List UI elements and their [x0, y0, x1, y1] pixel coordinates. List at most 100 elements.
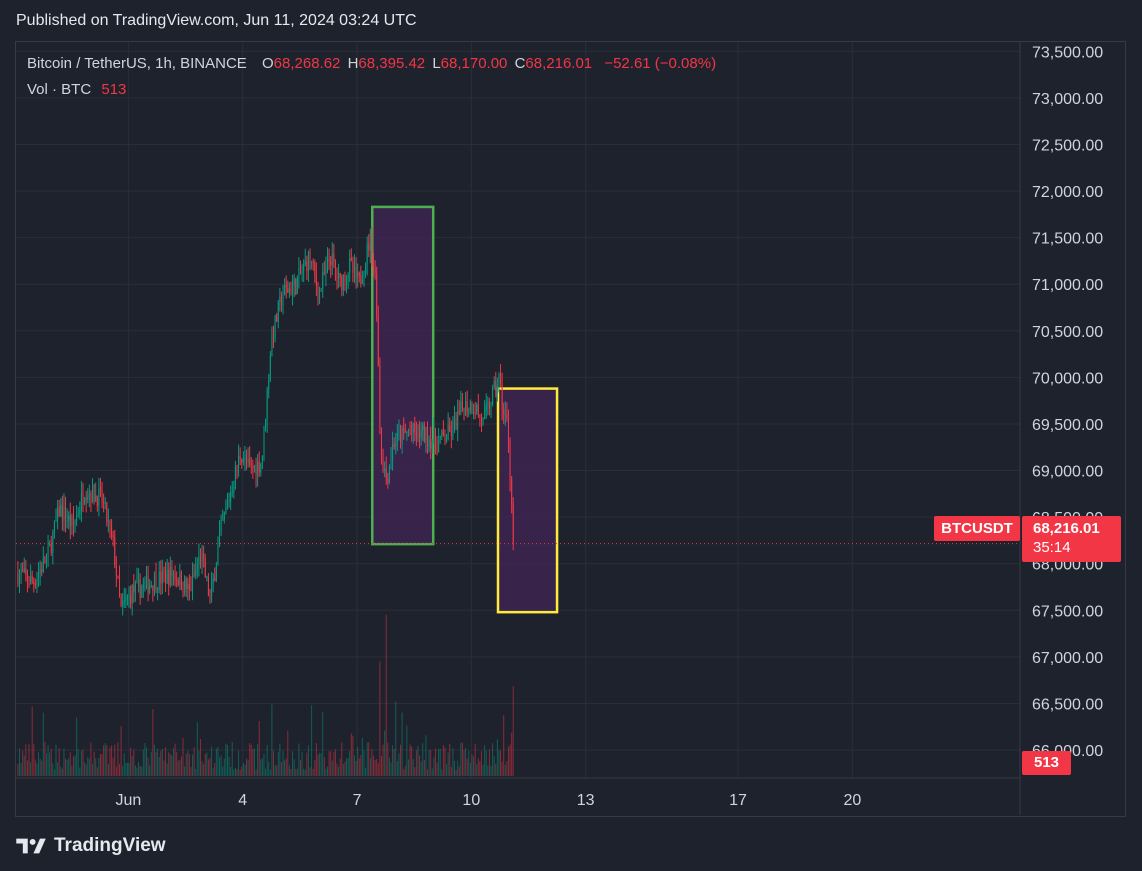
- candle-body: [368, 243, 370, 251]
- candle-body: [458, 410, 460, 413]
- candle-body: [436, 443, 438, 453]
- volume-bar: [99, 753, 101, 776]
- volume-bar: [74, 755, 76, 776]
- volume-bar: [368, 742, 370, 776]
- price-tick-label: 73,000.00: [1032, 91, 1103, 108]
- candle-body: [44, 557, 46, 563]
- candle-body: [226, 502, 228, 508]
- candle-body: [217, 546, 219, 566]
- candle-body: [442, 430, 444, 436]
- volume-bar: [238, 750, 240, 776]
- candle-body: [215, 565, 217, 581]
- volume-bar: [184, 766, 186, 776]
- footer-logo[interactable]: TradingView: [16, 833, 166, 859]
- candle-body: [423, 424, 425, 442]
- volume-bar: [72, 756, 74, 776]
- candle-body: [79, 510, 81, 515]
- volume-bar: [63, 748, 65, 776]
- candle-body: [76, 514, 78, 522]
- volume-bar: [322, 711, 324, 776]
- candle-body: [230, 492, 232, 502]
- candle-body: [395, 443, 397, 447]
- candle-body: [269, 356, 271, 380]
- candle-body: [265, 420, 267, 427]
- volume-bar: [206, 752, 208, 776]
- candle-body: [185, 578, 187, 590]
- candle-body: [296, 277, 298, 295]
- yellow-highlight-box: [496, 387, 559, 614]
- volume-bar: [109, 747, 111, 776]
- candle-body: [234, 466, 236, 487]
- candle-body: [400, 432, 402, 444]
- volume-bar: [466, 758, 468, 776]
- candle-body: [60, 504, 62, 517]
- close-value: 68,216.01: [525, 55, 593, 72]
- volume-bar: [361, 737, 363, 776]
- candle-body: [49, 543, 51, 547]
- volume-bar: [423, 760, 425, 776]
- volume-bar: [461, 742, 463, 776]
- volume-bar: [411, 746, 413, 776]
- volume-bar: [419, 755, 421, 776]
- volume-bar: [39, 758, 41, 776]
- volume-bar: [214, 763, 216, 776]
- volume-bar: [107, 764, 109, 776]
- candle-body: [336, 269, 338, 279]
- candle-body: [242, 459, 244, 463]
- candle-body: [314, 262, 316, 275]
- candle-body: [87, 497, 89, 501]
- volume-bar: [306, 752, 308, 776]
- volume-bar: [444, 747, 446, 776]
- volume-bar: [36, 763, 38, 776]
- candle-body: [61, 504, 63, 519]
- volume-bar: [412, 759, 414, 776]
- candle-body: [326, 258, 328, 266]
- price-tick-label: 73,500.00: [1032, 44, 1103, 61]
- volume-bar: [160, 750, 162, 776]
- volume-bar: [96, 767, 98, 776]
- volume-bar: [261, 758, 263, 776]
- candle-body: [427, 427, 429, 447]
- candle-body: [260, 463, 262, 473]
- volume-bar: [431, 768, 433, 776]
- candle-body: [476, 404, 478, 413]
- candle-body: [52, 532, 54, 553]
- volume-bar: [463, 750, 465, 776]
- candle-body: [334, 261, 336, 270]
- volume-bar: [98, 757, 100, 776]
- candle-body: [333, 253, 335, 262]
- candle-body: [45, 555, 47, 563]
- candle-body: [453, 417, 455, 422]
- symbol-title: Bitcoin / TetherUS, 1h, BINANCE: [27, 55, 247, 72]
- volume-bar: [257, 744, 259, 776]
- volume-bar: [403, 769, 405, 776]
- volume-bar: [169, 754, 171, 776]
- candle-body: [422, 424, 424, 431]
- volume-bar: [339, 758, 341, 776]
- price-tick-label: 71,500.00: [1032, 231, 1103, 248]
- volume-bar: [217, 746, 219, 776]
- candle-body: [92, 484, 94, 502]
- volume-bar: [490, 765, 492, 776]
- volume-bar: [488, 749, 490, 776]
- volume-bar: [363, 750, 365, 776]
- candle-body: [322, 272, 324, 290]
- candle-body: [146, 575, 148, 582]
- candle-body: [430, 439, 432, 449]
- candle-body: [382, 459, 384, 471]
- volume-bar: [507, 746, 509, 776]
- volume-bar: [274, 765, 276, 776]
- volume-bar: [353, 755, 355, 776]
- volume-bar: [201, 761, 203, 776]
- candle-body: [42, 557, 44, 572]
- candle-body: [204, 559, 206, 578]
- candle-body: [512, 504, 514, 544]
- candle-body: [361, 279, 363, 284]
- volume-bar: [407, 759, 409, 776]
- volume-bar: [468, 750, 470, 776]
- candle-body: [274, 315, 276, 340]
- volume-bar: [366, 742, 368, 776]
- candle-body: [496, 384, 498, 391]
- candle-body: [139, 579, 141, 598]
